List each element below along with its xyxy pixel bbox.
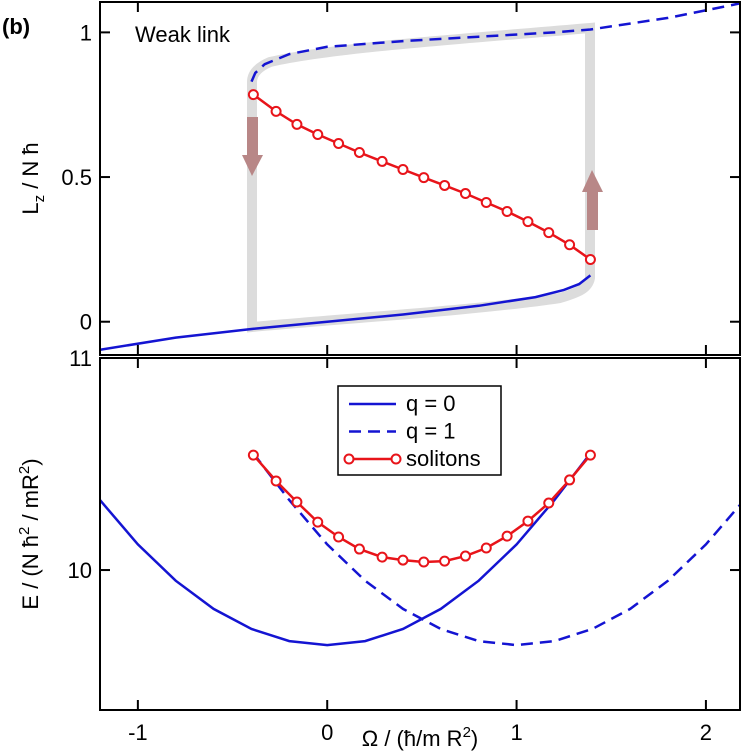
marker — [480, 197, 492, 209]
marker — [584, 449, 596, 461]
marker — [501, 205, 513, 217]
marker — [564, 474, 576, 486]
script: z — [31, 195, 48, 203]
down-arrow-shaft — [247, 117, 258, 157]
label-part: Ω / (ħ/m R — [362, 726, 463, 751]
marker — [439, 179, 451, 191]
y-axis-label: E / (N ħ2 / mR2) — [16, 458, 43, 609]
marker — [480, 542, 492, 554]
label-part: ) — [18, 458, 43, 465]
x-tick-label: 1 — [510, 720, 522, 745]
marker — [564, 239, 576, 251]
y-tick-label: 1 — [80, 20, 92, 45]
marker — [522, 216, 534, 228]
marker — [291, 118, 303, 130]
series-line — [250, 2, 740, 83]
frame — [99, 357, 741, 711]
arrows — [242, 117, 603, 230]
script: 2 — [463, 724, 471, 741]
script: 2 — [16, 527, 33, 535]
legend-label: q = 1 — [406, 419, 456, 444]
marker — [312, 129, 324, 141]
marker — [270, 475, 282, 487]
frame — [99, 1, 741, 356]
up-arrow-head — [582, 170, 603, 192]
y-axis-label: Lz / N ħ — [18, 142, 48, 214]
legend-marker — [343, 453, 355, 465]
panel-label: (b) — [2, 14, 30, 39]
x-tick-label: 0 — [321, 720, 333, 745]
marker — [312, 516, 324, 528]
marker — [270, 105, 282, 117]
marker — [418, 172, 430, 184]
marker — [353, 146, 365, 158]
series-line — [252, 452, 740, 647]
marker — [543, 227, 555, 239]
marker — [501, 530, 513, 542]
label-part: E / (N ħ — [18, 535, 43, 610]
x-tick-label: -1 — [128, 720, 148, 745]
marker — [353, 543, 365, 555]
series-line — [100, 274, 592, 352]
marker — [397, 164, 409, 176]
y-tick-label: 0.5 — [61, 165, 92, 190]
marker — [247, 449, 259, 461]
plot-area — [100, 2, 740, 352]
label-part: / mR — [18, 474, 43, 527]
marker — [376, 551, 388, 563]
x-axis-label: Ω / (ħ/m R2) — [362, 724, 478, 751]
legend-label: solitons — [406, 446, 481, 471]
marker — [397, 554, 409, 566]
marker — [522, 515, 534, 527]
legend-box — [337, 385, 502, 476]
label-part: / N ħ — [18, 142, 43, 195]
label-part: ) — [471, 726, 478, 751]
marker — [584, 254, 596, 266]
marker — [543, 497, 555, 509]
marker — [291, 496, 303, 508]
marker — [333, 137, 345, 149]
marker — [418, 556, 430, 568]
label-part: L — [18, 202, 43, 214]
x-tick-label: 2 — [700, 720, 712, 745]
y-tick-label: 10 — [68, 558, 92, 583]
annotation: Weak link — [135, 22, 231, 47]
plot-area — [100, 449, 740, 647]
legend-label: q = 0 — [406, 391, 456, 416]
marker — [376, 155, 388, 167]
marker — [247, 89, 259, 101]
y-tick-label: 11 — [69, 346, 92, 371]
y-tick-label: 0 — [80, 310, 92, 335]
marker — [459, 550, 471, 562]
marker — [439, 555, 451, 567]
marker — [333, 531, 345, 543]
script: 2 — [16, 466, 33, 474]
series-line — [100, 452, 592, 647]
up-arrow-shaft — [587, 190, 598, 230]
marker — [459, 188, 471, 200]
legend-marker — [390, 453, 402, 465]
down-arrow-head — [242, 155, 263, 176]
